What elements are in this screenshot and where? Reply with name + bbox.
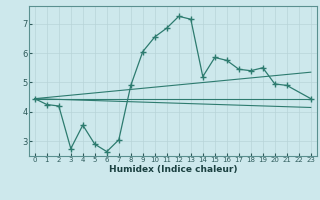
X-axis label: Humidex (Indice chaleur): Humidex (Indice chaleur) <box>108 165 237 174</box>
